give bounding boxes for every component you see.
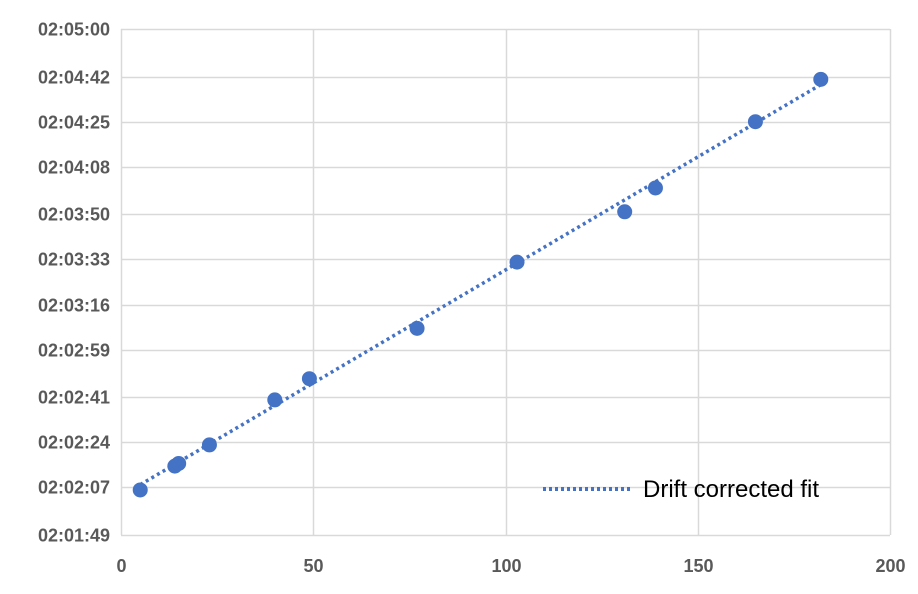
y-tick-label: 02:02:07 bbox=[38, 478, 110, 498]
y-tick-label: 02:02:24 bbox=[38, 433, 110, 453]
y-tick-label: 02:04:25 bbox=[38, 113, 110, 133]
y-tick-label: 02:01:49 bbox=[38, 526, 110, 546]
data-point bbox=[747, 114, 763, 130]
x-tick-label: 0 bbox=[116, 556, 126, 576]
y-tick-label: 02:02:59 bbox=[38, 341, 110, 361]
y-tick-label: 02:03:16 bbox=[38, 296, 110, 316]
x-axis-ticks: 0 50 100 150 200 bbox=[116, 556, 905, 576]
fit-line bbox=[139, 83, 822, 487]
x-tick-label: 100 bbox=[491, 556, 521, 576]
y-tick-label: 02:04:08 bbox=[38, 158, 110, 178]
x-tick-label: 200 bbox=[875, 556, 905, 576]
x-tick-label: 50 bbox=[303, 556, 323, 576]
x-tick-label: 150 bbox=[683, 556, 713, 576]
data-point bbox=[617, 204, 633, 220]
legend-label: Drift corrected fit bbox=[643, 476, 819, 503]
data-point bbox=[813, 71, 829, 87]
y-tick-label: 02:04:42 bbox=[38, 68, 110, 88]
data-point bbox=[301, 371, 317, 387]
data-points bbox=[132, 71, 829, 498]
data-point bbox=[509, 254, 525, 270]
fit-line-layer bbox=[139, 83, 822, 487]
y-tick-label: 02:02:41 bbox=[38, 388, 110, 408]
y-tick-label: 02:03:50 bbox=[38, 205, 110, 225]
legend: Drift corrected fit bbox=[543, 476, 819, 503]
data-point bbox=[171, 455, 187, 471]
data-point bbox=[409, 320, 425, 336]
grid bbox=[120, 28, 892, 537]
y-tick-label: 02:03:33 bbox=[38, 250, 110, 270]
data-point bbox=[267, 392, 283, 408]
data-point bbox=[132, 482, 148, 498]
data-point bbox=[647, 180, 663, 196]
y-axis-ticks: 02:01:49 02:02:07 02:02:24 02:02:41 02:02:59… bbox=[38, 20, 110, 546]
y-tick-label: 02:05:00 bbox=[38, 20, 110, 40]
data-point bbox=[201, 437, 217, 453]
